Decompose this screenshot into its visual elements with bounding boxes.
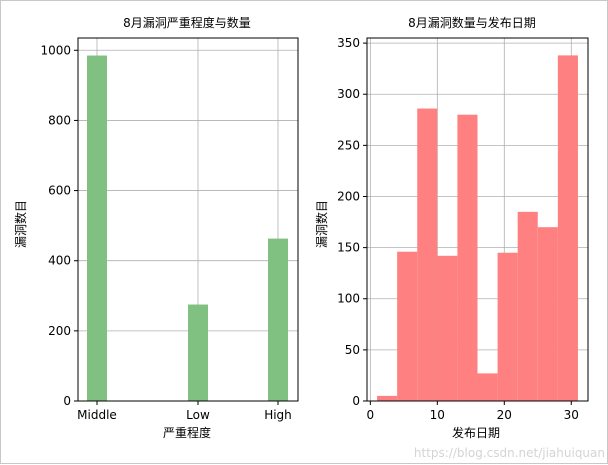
y-tick-label: 600 [48,184,71,198]
histogram-bar [537,227,558,401]
x-tick-label: 10 [430,408,445,422]
histogram-bar [517,211,538,401]
histogram-bar [497,252,518,401]
x-tick-label: Middle [77,408,117,422]
date-chart: 8月漏洞数量与发布日期 发布日期 漏洞数目 050100150200250300… [314,15,589,440]
y-tick-label: 50 [345,343,360,357]
bar [268,238,288,401]
y-tick-label: 0 [352,394,360,408]
y-tick-label: 1000 [40,43,71,57]
histogram-bar [437,255,458,401]
y-tick-label: 300 [337,87,360,101]
chart-2-xlabel: 发布日期 [452,425,500,440]
y-tick-label: 0 [63,394,71,408]
x-tick-label: High [264,408,292,422]
histogram-bar [377,395,398,401]
histogram-bar [397,251,418,401]
bar [188,304,208,401]
chart-2-title: 8月漏洞数量与发布日期 [408,15,536,30]
y-tick-label: 350 [337,36,360,50]
histogram-bar [557,55,578,402]
x-tick-label: 30 [564,408,579,422]
severity-chart: 8月漏洞严重程度与数量 严重程度 漏洞数目 0 200 400 600 800 1000 M… [13,15,299,440]
y-tick-label: 400 [48,254,71,268]
bar [87,55,107,402]
histogram-bar [477,373,498,401]
histogram-bar [457,114,478,402]
y-tick-label: 100 [337,292,360,306]
chart-1-title: 8月漏洞严重程度与数量 [123,15,251,30]
plot-frame [77,37,299,402]
histogram-bar [417,108,438,401]
x-tick-label: Low [186,408,210,422]
y-tick-label: 200 [48,324,71,338]
chart-1-ylabel: 漏洞数目 [13,200,28,248]
x-tick-label: 0 [367,408,375,422]
plot-frame [366,37,589,402]
chart-2-ylabel: 漏洞数目 [314,200,329,248]
chart-1-xlabel: 严重程度 [163,425,211,440]
y-tick-label: 800 [48,113,71,127]
x-tick-label: 20 [497,408,512,422]
watermark: https://blog.csdn.net/jiahuiquan [414,446,605,460]
y-tick-label: 150 [337,241,360,255]
y-tick-label: 200 [337,189,360,203]
y-tick-label: 250 [337,138,360,152]
